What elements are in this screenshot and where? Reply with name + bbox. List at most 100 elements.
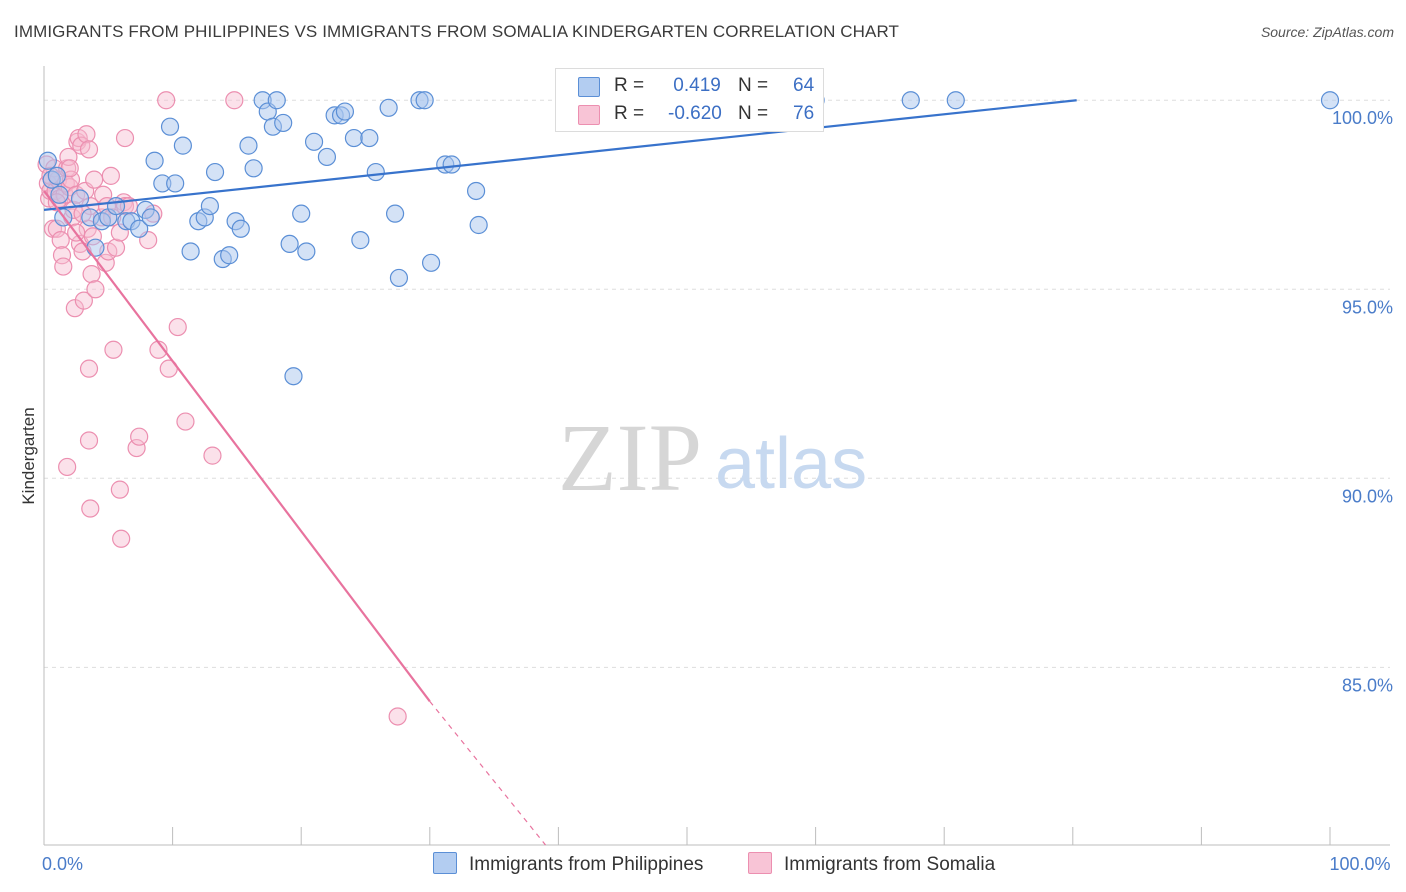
philippines-point <box>946 91 965 110</box>
philippines-point <box>389 268 409 288</box>
somalia-point <box>86 280 105 299</box>
philippines-point <box>344 128 364 148</box>
philippines-point <box>280 234 299 254</box>
axes <box>43 66 1390 846</box>
somalia-point <box>79 431 99 450</box>
philippines-point <box>385 204 405 223</box>
philippines-point <box>160 117 180 136</box>
bottom-legend-label: Immigrants from Philippines <box>469 854 704 875</box>
philippines-point <box>335 102 355 121</box>
correlation-legend: R = 0.419 N = 64 R = -0.620 N = 76 <box>555 68 824 132</box>
philippines-point <box>205 162 225 182</box>
somalia-point <box>110 480 129 499</box>
bottom-legend-philippines: Immigrants from Philippines <box>433 852 703 876</box>
philippines-point <box>166 174 185 193</box>
watermark: ZIP atlas <box>558 404 867 511</box>
philippines-point <box>901 91 920 110</box>
philippines-point <box>181 242 200 261</box>
philippines-point <box>284 367 303 386</box>
trend-lines <box>43 99 1077 846</box>
somalia-point <box>127 438 146 458</box>
somalia-point <box>77 125 96 144</box>
philippines-point <box>106 196 126 216</box>
y-tick-label: 100.0% <box>1332 108 1393 128</box>
x-tick-label: 0.0% <box>42 854 83 874</box>
philippines-point <box>220 246 239 265</box>
philippines-point <box>469 215 488 235</box>
philippines-point <box>38 151 57 170</box>
somalia-trend-line <box>43 190 431 703</box>
y-axis-label: Kindergarten <box>19 407 38 504</box>
somalia-point <box>157 91 176 110</box>
philippines-point <box>145 151 164 170</box>
philippines-point <box>200 196 219 216</box>
somalia-point <box>101 166 120 185</box>
philippines-point <box>141 208 160 227</box>
somalia-points <box>37 91 407 726</box>
legend-n-label: N = <box>738 103 769 124</box>
philippines-points <box>38 91 1340 386</box>
somalia-point <box>82 265 101 284</box>
philippines-point <box>47 166 66 185</box>
bottom-legend-label: Immigrants from Somalia <box>784 854 996 875</box>
x-tick-label: 100.0% <box>1329 854 1390 874</box>
watermark-zip: ZIP <box>558 404 702 511</box>
philippines-point <box>86 238 105 257</box>
legend-n-value: 64 <box>793 75 815 96</box>
somalia-point <box>54 257 73 276</box>
source-credit: Source: ZipAtlas.com <box>1260 24 1394 40</box>
somalia-point <box>168 317 187 337</box>
philippines-point <box>239 136 258 155</box>
philippines-point <box>297 242 316 261</box>
philippines-point <box>421 253 441 272</box>
legend-n-label: N = <box>738 75 769 96</box>
somalia-trend-extension <box>429 700 547 846</box>
gridlines <box>44 99 1390 668</box>
somalia-point <box>79 140 99 159</box>
somalia-point <box>74 291 93 310</box>
philippines-point <box>466 181 486 201</box>
bottom-legend-swatch-philippines <box>433 852 457 874</box>
philippines-point <box>274 113 293 133</box>
legend-r-value: -0.620 <box>668 103 722 124</box>
legend-swatch-somalia <box>578 105 600 125</box>
y-tick-label: 95.0% <box>1342 297 1393 317</box>
legend-r-label: R = <box>614 103 645 124</box>
tick-labels: 100.0% 95.0% 90.0% 85.0% 0.0% 100.0% <box>42 108 1393 874</box>
philippines-point <box>442 155 461 174</box>
legend-swatch-philippines <box>578 77 600 97</box>
philippines-point <box>360 128 379 148</box>
philippines-point <box>317 147 337 167</box>
legend-r-label: R = <box>614 75 645 96</box>
somalia-point <box>106 238 126 257</box>
somalia-point <box>79 359 99 378</box>
philippines-point <box>50 185 69 204</box>
philippines-point <box>1320 91 1340 110</box>
philippines-point <box>267 91 286 110</box>
philippines-point <box>244 159 263 178</box>
y-tick-label: 85.0% <box>1342 675 1393 695</box>
philippines-point <box>292 204 311 223</box>
somalia-point <box>115 128 135 148</box>
somalia-point <box>203 446 222 465</box>
philippines-point <box>415 91 434 110</box>
somalia-point <box>388 707 407 726</box>
legend-r-value: 0.419 <box>668 75 721 96</box>
philippines-point <box>379 98 398 117</box>
philippines-point <box>351 231 370 250</box>
watermark-atlas: atlas <box>715 424 867 504</box>
philippines-point <box>231 219 250 238</box>
somalia-point <box>112 529 131 548</box>
somalia-point <box>51 231 70 250</box>
somalia-point <box>176 412 195 431</box>
bottom-legend-somalia: Immigrants from Somalia <box>748 852 995 876</box>
somalia-point <box>81 499 100 518</box>
bottom-legend-swatch-somalia <box>748 852 772 874</box>
somalia-point <box>225 91 244 110</box>
philippines-point <box>366 162 385 182</box>
legend-n-value: 76 <box>793 103 815 124</box>
philippines-trend-line <box>43 99 1077 211</box>
philippines-point <box>173 136 192 155</box>
chart-title: IMMIGRANTS FROM PHILIPPINES VS IMMIGRANT… <box>14 22 900 41</box>
